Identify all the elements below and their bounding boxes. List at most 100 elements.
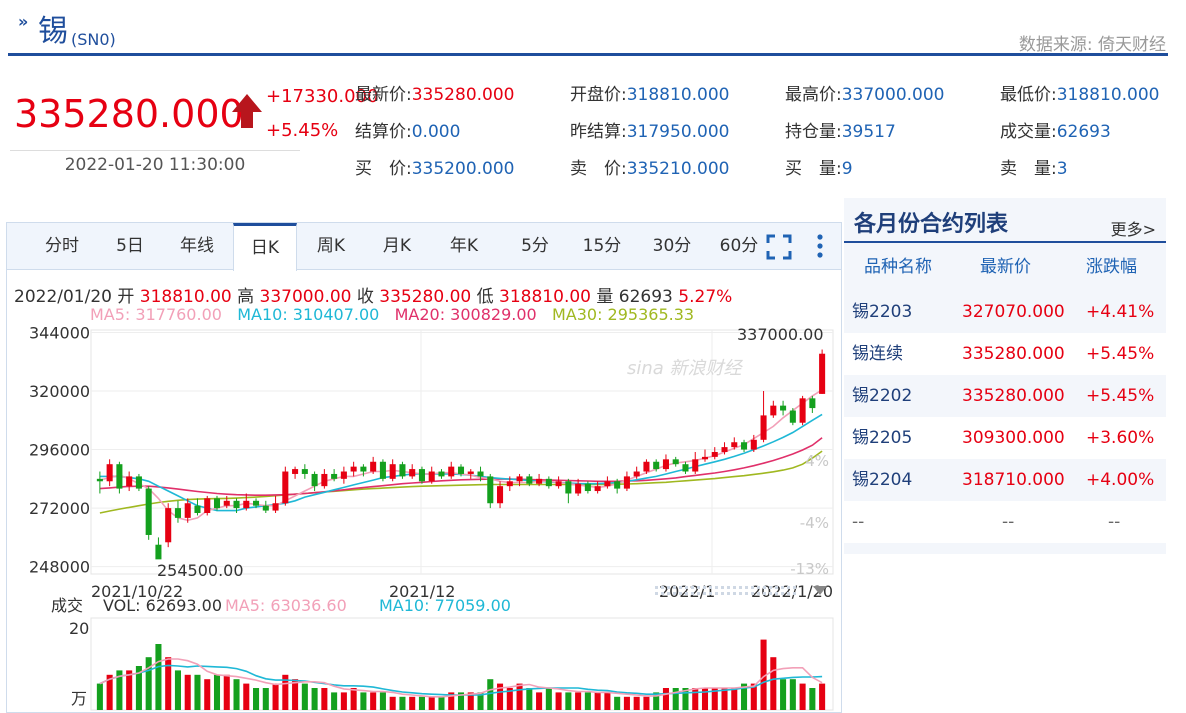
tab-6[interactable]: 月K [382,236,412,256]
contracts-title: 各月份合约列表 [854,212,1009,237]
volume-bar [331,692,338,710]
quote-field-label: 成交量: [1000,122,1057,142]
candle-body [604,481,611,487]
more-options-icon[interactable] [814,232,826,260]
volume-bar [428,696,435,710]
contract-row[interactable]: 锡连续 335280.000 +5.45% [844,333,1166,375]
tab-4[interactable]: 日K [233,223,297,271]
volume-title: 成交 [51,596,83,615]
candle-body [223,500,230,506]
volume-bar [623,696,630,710]
contract-name: 锡2202 [852,386,913,406]
tab-10[interactable]: 30分 [652,236,692,256]
volume-bar [633,696,640,710]
volume-bar [526,688,533,710]
volume-bar [126,670,133,710]
volume-ma10: MA10: 77059.00 [379,596,511,615]
volume-bar [340,692,347,710]
volume-bar [360,692,367,710]
candle-body [487,476,494,504]
scroll-dot [739,586,742,589]
contract-name: 锡2204 [852,470,913,490]
volume-bar [741,683,748,710]
candle-body [457,466,465,474]
quote-field-value: 39517 [841,122,896,142]
candle-body [653,461,660,470]
candle-body [497,486,504,504]
scroll-dot [667,592,670,595]
scroll-dot [751,592,754,595]
more-link[interactable]: 更多> [1110,220,1156,239]
volume-bar [262,688,269,710]
quote-field-value: 0.000 [411,122,461,142]
scroll-dot [745,586,748,589]
scroll-dot [691,586,694,589]
contract-row[interactable]: 锡2205 309300.000 +3.60% [844,417,1166,459]
pct-tick-label: 4% [805,452,829,470]
candle-body [282,471,289,504]
tab-2[interactable]: 5日 [116,236,144,256]
tab-3[interactable]: 年线 [180,236,214,256]
scroll-dot [727,586,730,589]
tab-5[interactable]: 周K [316,236,346,256]
candle-body [526,476,533,484]
candle-body [243,500,250,509]
ma30-line [99,450,823,514]
contract-row[interactable]: -- -- -- [844,501,1166,543]
contract-row[interactable]: 锡2204 318710.000 +4.00% [844,459,1166,501]
volume-bar [165,657,172,710]
contract-row[interactable]: 锡2202 335280.000 +5.45% [844,375,1166,417]
kline-chart[interactable]: 344000 320000 296000 272000 248000 sina 新浪财经 3… [7,322,841,713]
fullscreen-icon[interactable] [766,234,792,260]
volume-bar [653,692,660,710]
candle-body [331,473,338,479]
volume-bar [565,692,572,710]
candle-body [116,464,123,489]
max-price-label: 337000.00 [737,325,824,344]
scroll-dot [703,586,706,589]
candle-body [614,481,621,489]
commodity-code: (SN0) [71,30,116,49]
quote-field-value: 335200.000 [411,159,515,179]
candle-body [575,483,582,494]
quote-field-label: 卖 价: [570,159,627,179]
scroll-dot [769,592,772,595]
ma-legend: MA5: 317760.00 MA10: 310407.00 MA20: 300… [90,305,694,324]
quote-field: 开盘价:318810.000 [570,80,729,105]
volume-bar [477,692,484,710]
info-pct: 5.27% [678,287,733,307]
tab-9[interactable]: 15分 [582,236,622,256]
page-header: » 锡 (SN0) 数据来源: 倚天财经 [0,0,1186,60]
candle-body [721,447,728,452]
contract-row[interactable]: 锡2203 327070.000 +4.41% [844,291,1166,333]
x-tick-label: 2021/10/22 [91,582,183,601]
volume-bar [272,683,279,710]
tab-11[interactable]: 60分 [719,236,759,256]
x-tick-label: 2021/12 [389,582,455,601]
candle-body [106,464,113,482]
volume-bar [770,657,777,710]
candle-body [819,353,826,394]
candle-body [321,473,328,487]
scroll-dot [661,592,664,595]
price-change-pct: +5.45% [266,120,339,141]
candle-body [565,481,572,494]
tab-8[interactable]: 5分 [521,236,549,256]
tab-7[interactable]: 年K [449,236,479,256]
volume-bar [155,644,162,710]
ma10-label: MA10: 310407.00 [237,305,380,324]
candle-body [448,466,455,477]
contract-price: 335280.000 [962,386,1065,406]
volume-y-tick: 20 [69,619,89,638]
candle-body [418,469,425,482]
scroll-dot [685,586,688,589]
quote-field-value: 9 [841,159,853,179]
candle-body [165,508,172,543]
candle-body [370,461,377,472]
scroll-dot [793,592,796,595]
quote-field-label: 开盘价: [570,85,627,105]
quote-field-value: 337000.000 [841,85,945,105]
tab-1[interactable]: 分时 [45,236,79,256]
x-tick-label: 2022/1 [659,582,715,601]
candle-body [379,461,386,479]
